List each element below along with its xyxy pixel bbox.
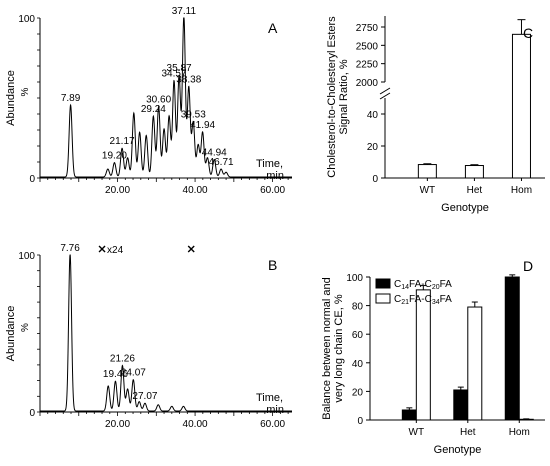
y-axis-label: Abundance (5, 306, 17, 362)
peak-label: 30.60 (146, 94, 171, 105)
peak-label: 46.71 (209, 157, 234, 168)
peak-label: 21.26 (110, 353, 135, 364)
scale-marker (98, 245, 106, 253)
x-axis-unit: min (266, 404, 284, 416)
bar (511, 33, 531, 179)
y-axis-unit: % (20, 87, 31, 96)
x-axis-label: Genotype (441, 202, 489, 214)
peak-label: 19.20 (102, 151, 127, 162)
y-tick-label: 100 (18, 251, 35, 262)
peak-label: 35.87 (167, 63, 192, 74)
peak-label: 37.11 (172, 6, 197, 17)
bar (504, 276, 520, 421)
x-axis-label: Time, (256, 158, 283, 170)
bar (417, 164, 437, 179)
y-tick-label: 100 (18, 14, 35, 25)
x-tick-label: 20.00 (105, 185, 130, 196)
peak-label: 39.53 (181, 110, 206, 121)
y-tick-label: 20 (352, 387, 364, 398)
chromatogram-trace (40, 17, 292, 178)
peak-label: 27.07 (132, 391, 157, 402)
y-tick-label: 2500 (356, 41, 379, 52)
legend-label: C14FA-C20FA (394, 279, 452, 291)
y-tick-label: 2000 (356, 78, 379, 89)
peak-label: 19.46 (103, 369, 128, 380)
y-tick-label: 20 (367, 142, 379, 153)
legend-label: C21FA-C34FA (394, 294, 452, 306)
y-tick-label: 40 (352, 359, 364, 370)
scale-marker (187, 245, 195, 253)
y-axis-label: Cholesterol-to-Cholesteryl Esters (326, 16, 338, 178)
y-tick-label: 40 (367, 110, 379, 121)
peak-label: 7.76 (60, 243, 80, 254)
y-axis-label: very long chain CE, % (333, 294, 345, 402)
y-tick-label: 60 (352, 330, 364, 341)
peak-label: 44.94 (202, 147, 227, 158)
y-axis-label: Balance between normal and (321, 277, 333, 419)
legend-swatch (375, 278, 391, 289)
x-tick-label: Hom (509, 427, 530, 438)
panel-letter: A (268, 20, 278, 36)
x-tick-label: 60.00 (260, 419, 285, 430)
legend-swatch (375, 293, 391, 304)
legend-label-part: FA-C (409, 294, 432, 305)
peak-label: 29.24 (141, 104, 166, 115)
legend-label-part: C (394, 294, 401, 305)
axis-break-mark (379, 87, 391, 100)
peak-label: 21.17 (110, 136, 135, 147)
x-tick-label: 40.00 (183, 185, 208, 196)
x-tick-label: Het (460, 427, 476, 438)
peak-label: 24.07 (121, 368, 146, 379)
y-tick-label: 2250 (356, 60, 379, 71)
panel-letter: C (523, 25, 533, 41)
legend-label-part: 20 (432, 284, 440, 291)
y-tick-label: 0 (357, 416, 363, 427)
y-tick-label: 0 (372, 174, 378, 185)
x-axis-label: Genotype (434, 444, 482, 456)
x-tick-label: 60.00 (260, 185, 285, 196)
x-axis-label: Time, (256, 392, 283, 404)
peak-label: 34.57 (162, 69, 187, 80)
chromatogram-trace (40, 254, 292, 412)
y-axis-label: Abundance (5, 70, 17, 126)
legend-label-part: 21 (401, 299, 409, 306)
legend-label-part: 34 (432, 299, 440, 306)
legend-label-part: FA (440, 294, 453, 305)
panel-letter: D (523, 258, 533, 274)
legend-label-part: FA (440, 279, 453, 290)
panel-letter: B (268, 257, 277, 273)
y-tick-label: 80 (352, 302, 364, 313)
legend-label-part: FA-C (409, 279, 432, 290)
y-tick-label: 2750 (356, 23, 379, 34)
legend-label-part: 14 (401, 284, 409, 291)
bar (401, 409, 417, 421)
bar (518, 418, 534, 421)
peak-label: 38.38 (176, 74, 201, 85)
y-tick-label: 100 (346, 273, 363, 284)
legend-label-part: C (394, 279, 401, 290)
y-axis-unit: % (20, 323, 31, 332)
x-axis-unit: min (266, 170, 284, 182)
x-tick-label: Hom (511, 185, 532, 196)
y-tick-label: 0 (29, 408, 35, 419)
scale-annotation: x24 (107, 245, 124, 256)
bar (467, 306, 483, 421)
peak-label: 7.89 (61, 93, 81, 104)
x-tick-label: 40.00 (183, 419, 208, 430)
bar (415, 289, 431, 421)
bar (453, 389, 469, 421)
x-tick-label: WT (409, 427, 425, 438)
x-tick-label: WT (420, 185, 436, 196)
x-tick-label: 20.00 (105, 419, 130, 430)
x-tick-label: Het (467, 185, 483, 196)
y-axis-label: Signal Ratio, % (338, 59, 350, 134)
y-tick-label: 0 (29, 174, 35, 185)
peak-label: 41.94 (190, 120, 215, 131)
bar (464, 165, 484, 179)
